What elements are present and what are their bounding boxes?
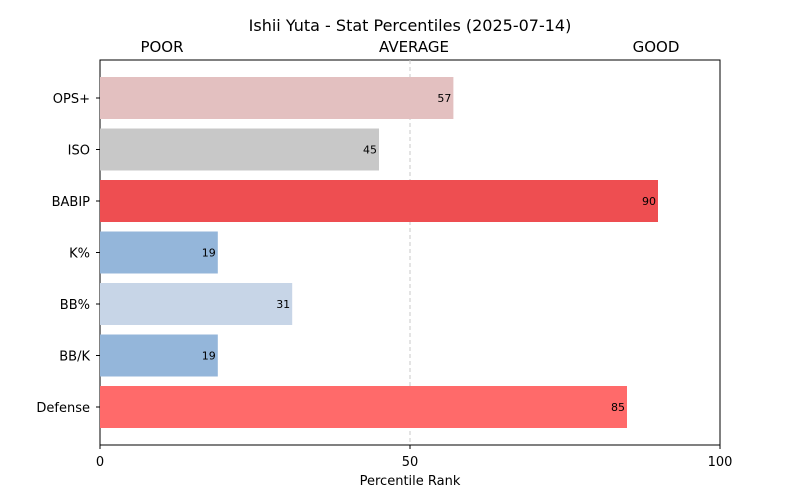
- zone-label-poor: POOR: [140, 38, 183, 56]
- bar-ops: [100, 77, 454, 119]
- data-label-k: 19: [202, 247, 216, 260]
- category-label-bb-k: BB/K: [59, 350, 90, 365]
- zone-label-good: GOOD: [633, 38, 680, 56]
- data-label-ops: 57: [437, 92, 451, 105]
- data-label-bb-k: 19: [202, 350, 216, 363]
- bars: 57 45 90 19 31 19 85: [100, 77, 658, 428]
- bar-k: [100, 231, 218, 274]
- category-label-babip: BABIP: [52, 195, 91, 210]
- x-tick-label-100: 100: [708, 455, 733, 470]
- bar-iso: [100, 128, 379, 171]
- x-axis-label: Percentile Rank: [360, 474, 461, 489]
- chart-title: Ishii Yuta - Stat Percentiles (2025-07-1…: [249, 16, 572, 35]
- data-label-iso: 45: [363, 144, 377, 157]
- data-label-babip: 90: [642, 195, 656, 208]
- data-label-bb: 31: [276, 298, 290, 311]
- x-axis: 0 50 100: [96, 445, 733, 470]
- bar-bb-k: [100, 334, 218, 377]
- bar-bb: [100, 283, 293, 325]
- x-tick-label-50: 50: [402, 455, 419, 470]
- x-tick-label-0: 0: [96, 455, 104, 470]
- zone-label-average: AVERAGE: [379, 38, 449, 56]
- category-label-iso: ISO: [68, 144, 90, 159]
- category-label-defense: Defense: [36, 401, 90, 416]
- bar-babip: [100, 180, 658, 222]
- data-label-defense: 85: [611, 401, 625, 414]
- category-label-ops: OPS+: [53, 92, 90, 107]
- category-label-bb: BB%: [60, 298, 90, 313]
- zone-labels: POOR AVERAGE GOOD: [140, 38, 679, 56]
- category-label-k: K%: [69, 247, 90, 262]
- bar-defense: [100, 386, 627, 428]
- y-axis-tick-labels: OPS+ ISO BABIP K% BB% BB/K Defense: [36, 92, 100, 416]
